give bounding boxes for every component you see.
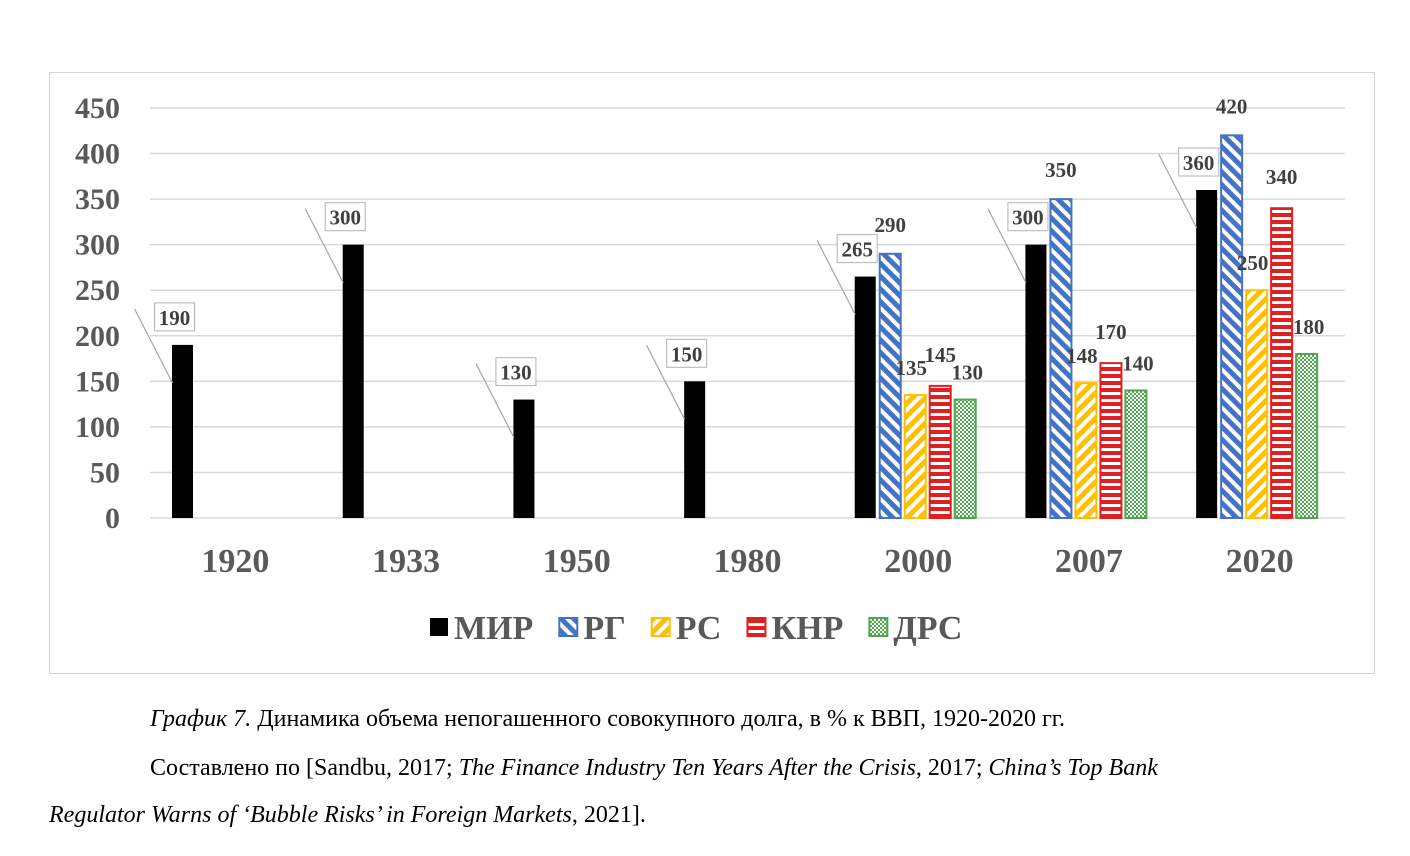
y-tick-label: 200 — [75, 320, 120, 353]
x-tick-label: 1933 — [372, 543, 440, 580]
data-label: 150 — [671, 342, 703, 366]
data-label: 130 — [951, 361, 983, 385]
y-tick-label: 0 — [105, 502, 120, 535]
data-label: 350 — [1045, 158, 1077, 182]
callout-leader — [475, 363, 515, 438]
legend-swatch — [558, 617, 579, 637]
bar-РС-2020 — [1245, 289, 1269, 519]
callout-box — [836, 233, 878, 264]
callout-leader — [133, 308, 174, 384]
callout-leader — [304, 208, 344, 283]
legend-label: МИР — [454, 610, 533, 647]
figure-label: График 7. — [150, 706, 252, 732]
data-label: 135 — [895, 356, 927, 380]
bar-МИР-2000 — [854, 276, 876, 518]
data-label: 250 — [1237, 251, 1269, 275]
source-mid: , 2017; — [915, 755, 989, 781]
x-tick-label: 1950 — [543, 543, 611, 580]
legend-swatch — [868, 617, 889, 637]
bar-ДРС-2000 — [953, 398, 977, 520]
y-axis-ticks: 0 50 100 150 200 250 300 350 400 450 — [75, 92, 120, 535]
callout-leader — [1158, 153, 1198, 229]
callout-box — [1178, 147, 1220, 177]
bar-МИР-1933 — [342, 244, 364, 519]
callout-box — [153, 302, 196, 332]
y-tick-label: 150 — [75, 365, 120, 398]
callout-leader — [987, 208, 1027, 283]
callout-box — [1007, 202, 1049, 232]
data-label: 180 — [1293, 315, 1325, 339]
data-label: 170 — [1095, 320, 1127, 344]
data-label: 340 — [1266, 165, 1298, 189]
y-tick-label: 350 — [75, 183, 120, 216]
legend-label: КНР — [771, 610, 843, 647]
figure-text: Динамика объема непогашенного совокупног… — [251, 706, 1065, 732]
source-note-line-2: Regulator Warns of ‘Bubble Risks’ in For… — [49, 800, 646, 830]
source-title-1: The Finance Industry Ten Years After the… — [458, 755, 916, 781]
callout-box — [666, 338, 708, 368]
callout-box — [324, 202, 366, 232]
x-tick-label: 1980 — [714, 543, 782, 580]
y-tick-label: 300 — [75, 229, 120, 262]
bar-ДРС-2007 — [1124, 389, 1148, 520]
bar-РГ-2000 — [878, 252, 902, 519]
bar-МИР-1980 — [684, 381, 706, 518]
bars — [172, 134, 1319, 520]
bar-МИР-1920 — [172, 344, 193, 518]
chart-frame: 0 50 100 150 200 250 300 350 400 450 1920 1933 1950… — [49, 72, 1375, 674]
bar-МИР-2007 — [1025, 244, 1047, 519]
legend-swatch — [430, 618, 448, 636]
data-label: 300 — [1012, 206, 1044, 230]
bar-КНР-2007 — [1099, 362, 1123, 519]
legend-swatch — [650, 617, 671, 637]
source-note-line-1: Составлено по [Sandbu, 2017; The Finance… — [150, 753, 1158, 783]
legend-label: РГ — [583, 610, 625, 647]
callout-leader — [646, 345, 686, 420]
legend-label: РС — [676, 610, 722, 647]
y-tick-label: 250 — [75, 274, 120, 307]
bar-РГ-2007 — [1049, 198, 1073, 520]
callout-box — [495, 356, 537, 387]
y-tick-label: 450 — [75, 92, 120, 125]
data-label: 420 — [1216, 94, 1248, 118]
bar-ДРС-2020 — [1295, 353, 1319, 520]
y-tick-label: 400 — [75, 138, 120, 171]
y-tick-label: 50 — [90, 456, 120, 489]
data-label: 265 — [841, 238, 873, 262]
legend: МИР РГ РС КНР ДРС — [430, 610, 962, 647]
x-tick-label: 2000 — [884, 543, 952, 580]
callout-leader — [816, 240, 856, 315]
source-end: , 2021]. — [571, 802, 646, 828]
x-axis-ticks: 1920 1933 1950 1980 2000 2007 2020 — [201, 543, 1293, 580]
data-label: 360 — [1183, 151, 1215, 175]
grid-lines — [150, 107, 1345, 519]
legend-swatch — [746, 617, 767, 637]
data-label: 300 — [329, 206, 361, 230]
source-title-2a: China’s Top Bank — [988, 755, 1158, 781]
legend-label: ДРС — [893, 610, 962, 647]
x-tick-label: 1920 — [201, 543, 269, 580]
bar-МИР-1950 — [513, 399, 535, 518]
bar-МИР-2020 — [1196, 190, 1218, 518]
bar-РС-2000 — [903, 394, 927, 519]
bar-РС-2007 — [1074, 382, 1098, 519]
source-prefix: Составлено по [Sandbu, 2017; — [150, 755, 459, 781]
figure-caption: График 7. Динамика объема непогашенного … — [150, 704, 1065, 734]
data-label: 145 — [924, 343, 956, 367]
data-label: 130 — [500, 361, 532, 385]
data-label: 148 — [1066, 344, 1098, 368]
y-tick-label: 100 — [75, 411, 120, 444]
x-tick-label: 2020 — [1226, 543, 1294, 580]
data-labels: 1903001301502652901351451303003501481701… — [133, 94, 1325, 438]
data-label: 290 — [874, 213, 906, 237]
x-tick-label: 2007 — [1055, 543, 1123, 580]
data-label: 190 — [159, 306, 191, 330]
bar-РГ-2020 — [1220, 134, 1244, 519]
bar-КНР-2000 — [928, 384, 952, 519]
bar-КНР-2020 — [1270, 207, 1294, 519]
data-label: 140 — [1122, 351, 1154, 375]
source-title-2b: Regulator Warns of ‘Bubble Risks’ in For… — [49, 802, 572, 828]
